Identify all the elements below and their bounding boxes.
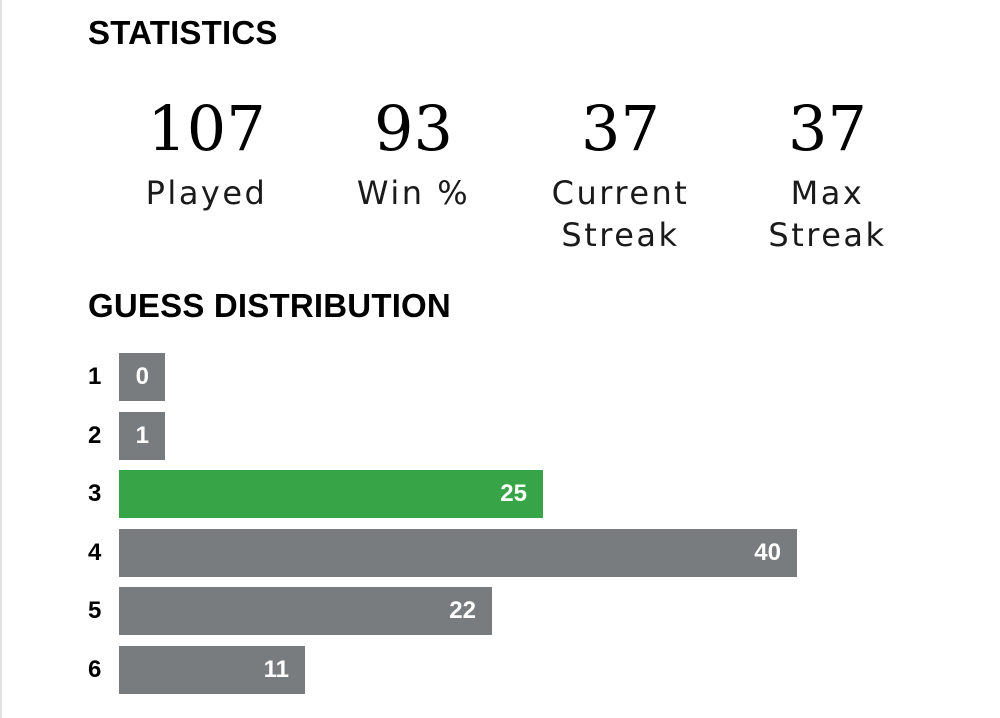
stat-max-streak: 37 Max Streak (724, 96, 931, 256)
stat-played-label: Played (145, 174, 268, 212)
distribution-bar: 40 (119, 528, 797, 577)
guess-number: 1 (88, 363, 102, 390)
bar-count: 40 (754, 538, 781, 566)
guess-number: 4 (88, 538, 102, 566)
stat-current-streak-value: 37 (581, 92, 660, 165)
stat-played: 107 Played (103, 96, 310, 256)
distribution-row-5: 5 22 (88, 587, 797, 635)
guess-distribution-title: GUESS DISTRIBUTION (88, 287, 451, 324)
guess-number: 2 (88, 421, 102, 449)
distribution-row-6: 6 11 (88, 645, 797, 694)
stat-current-streak: 37 Current Streak (517, 96, 724, 256)
distribution-row-4: 4 40 (88, 528, 797, 577)
guess-number: 5 (88, 597, 102, 624)
stat-max-streak-value: 37 (788, 92, 867, 165)
distribution-bar: 1 (119, 411, 165, 460)
guess-number: 3 (88, 480, 102, 507)
statistics-row: 107 Played 93 Win % 37 Current Streak 37… (103, 96, 931, 256)
stat-win-percent: 93 Win % (310, 96, 517, 256)
bar-count: 1 (135, 421, 149, 449)
distribution-bar: 11 (119, 645, 305, 694)
bar-count: 22 (449, 597, 476, 624)
bar-count: 0 (135, 363, 149, 390)
stat-played-value: 107 (147, 92, 266, 165)
stat-win-percent-value: 93 (374, 92, 453, 165)
distribution-row-1: 1 0 (88, 353, 797, 401)
distribution-bar: 0 (119, 353, 165, 401)
stat-win-percent-label: Win % (356, 174, 471, 212)
distribution-row-2: 2 1 (88, 411, 797, 460)
panel-left-border (0, 0, 2, 718)
bar-count: 25 (500, 480, 527, 507)
stat-max-streak-label: Max Streak (768, 174, 887, 254)
stat-current-streak-label: Current Streak (551, 174, 690, 254)
statistics-title: STATISTICS (88, 14, 278, 51)
guess-distribution: 1 0 2 1 3 25 4 40 5 22 6 11 (88, 353, 797, 704)
distribution-row-3: 3 25 (88, 470, 797, 518)
guess-number: 6 (88, 655, 102, 683)
bar-count: 11 (263, 655, 289, 683)
distribution-bar: 25 (119, 470, 543, 518)
distribution-bar: 22 (119, 587, 492, 635)
